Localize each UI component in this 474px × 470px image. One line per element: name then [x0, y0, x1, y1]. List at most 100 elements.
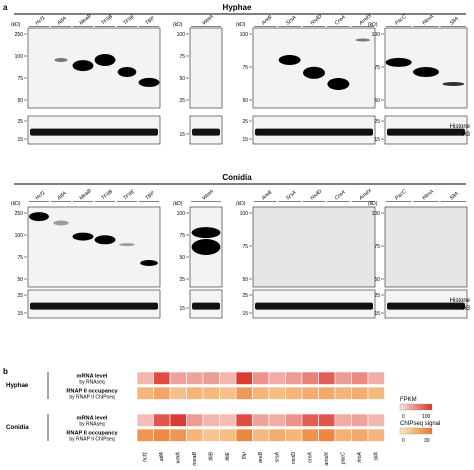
conidia-blot-4-histone-band	[387, 302, 465, 310]
conidia-mw-tick-label: 15	[374, 311, 380, 317]
hyphae-mw-tick-label: 75	[242, 65, 248, 71]
heatmap-cell	[318, 386, 336, 400]
heatmap-cell	[301, 371, 319, 385]
conidia-mw-tick-label: 50	[374, 277, 380, 283]
conidia-mw-tick-label: 25	[179, 277, 185, 283]
heatmap-group-label: Conidia	[6, 424, 29, 431]
heatmap-gene-label: amdX	[324, 451, 330, 465]
heatmap-cell	[235, 413, 253, 427]
hyphae-mw-tick-label: 75	[374, 65, 380, 71]
hyphae-blot-4-histone-band	[387, 128, 465, 136]
heatmap-cell	[367, 428, 385, 442]
hyphae-histone-label: Histone	[450, 124, 471, 130]
heatmap-cell	[318, 413, 336, 427]
heatmap-gene-label: nsdD	[291, 452, 297, 464]
heatmap-cell	[219, 386, 237, 400]
heatmap-gene-label: rlmA	[357, 451, 363, 462]
heatmap-cell	[334, 371, 352, 385]
heatmap-cell	[235, 386, 253, 400]
hyphae-mw-tick-label: 50	[242, 98, 248, 104]
hyphae-lane-label: MeaB	[78, 13, 93, 27]
conidia-lane-label: RlmA	[421, 188, 435, 201]
heatmap-gene-label: tfiiE	[225, 451, 231, 460]
hyphae-mw-tick-label: 50	[17, 98, 23, 104]
hyphae-mw-tick-label: 100	[372, 32, 381, 38]
heatmap-gene-label: wetA	[175, 451, 181, 463]
hyphae-lane-label: WetA	[201, 13, 215, 26]
hyphae-protein-band	[355, 38, 371, 42]
conidia-mw-tick-label: 25	[242, 293, 248, 299]
fpkm-legend: FPKM 0 100	[399, 397, 433, 420]
hyphae-lane-label: SltA	[449, 15, 461, 26]
heatmap-cell	[252, 428, 270, 442]
heatmap-cell	[169, 413, 187, 427]
hyphae-protein-band	[413, 67, 439, 77]
conidia-protein-band	[140, 260, 158, 266]
conidia-blot-1-membrane	[27, 206, 161, 288]
fpkm-legend-bar	[399, 403, 433, 411]
heatmap-cell	[219, 413, 237, 427]
heatmap-cell	[235, 371, 253, 385]
hyphae-lane-label: AtfA	[56, 15, 69, 27]
hyphae-lane-label: TFIIB	[100, 13, 114, 26]
hyphae-protein-band	[385, 57, 412, 67]
conidia-kd-label: (kD)	[173, 201, 183, 207]
fpkm-legend-min: 0	[402, 414, 405, 420]
conidia-mw-tick-label: 15	[17, 311, 23, 317]
conidia-protein-band	[191, 239, 221, 255]
hyphae-lane-label: SrsA	[285, 14, 298, 26]
heatmap-cell	[351, 386, 369, 400]
heatmap-cell	[202, 386, 220, 400]
conidia-blot-3-histone-band	[255, 302, 373, 310]
conidia-mw-tick-label: 50	[179, 255, 185, 261]
heatmap-gene-label: tfiiB	[208, 451, 214, 460]
hyphae-blot-2-membrane	[189, 27, 223, 109]
hyphae-kd-label: (kD)	[236, 22, 246, 28]
heatmap-cell	[235, 428, 253, 442]
heatmap-cell	[202, 371, 220, 385]
conidia-blot-3-membrane	[252, 206, 376, 288]
heatmap-cell	[136, 428, 154, 442]
hyphae-protein-band	[54, 58, 68, 62]
conidia-blot-2-histone-band	[192, 302, 220, 310]
hyphae-mw-tick-label: 25	[374, 119, 380, 125]
western-blots: Hcf1 AtfA MeaB TFIIB TFIIE TBP (kD) 250 100 75 50 2…	[11, 13, 471, 319]
hyphae-lane-label: RlmA	[421, 13, 435, 26]
conidia-lane-label: TBP	[144, 190, 156, 201]
conidia-mw-tick-label: 75	[242, 244, 248, 250]
heatmap-gene-label: pacC	[340, 452, 346, 465]
fpkm-legend-title: FPKM	[400, 397, 417, 403]
conidia-lane-label: SrsA	[285, 189, 298, 201]
conidia-kd-label: (kD)	[11, 201, 21, 207]
conidia-mw-tick-label: 75	[17, 255, 23, 261]
conidia-lane-label: PacC	[394, 189, 408, 202]
heatmap-cell	[219, 371, 237, 385]
hyphae-lane-label: Hcf1	[34, 15, 46, 27]
heatmap-cell	[334, 428, 352, 442]
conidia-mw-tick-label: 100	[15, 233, 24, 239]
panel-b-letter: b	[3, 367, 8, 376]
heatmap-row-label: RNAP II occupancy	[66, 431, 118, 437]
conidia-lane-label: TFIIB	[100, 188, 114, 201]
heatmap-row-sublabel: by RNAseq	[79, 380, 105, 386]
heatmap-cell	[219, 428, 237, 442]
hyphae-blot-1: Hcf1 AtfA MeaB TFIIB TFIIE TBP (kD) 250 100 75 50 2…	[11, 13, 161, 145]
heatmap-cell	[252, 386, 270, 400]
conidia-lane-label: NsdD	[309, 188, 323, 201]
hyphae-protein-band	[117, 67, 137, 77]
conidia-mw-tick-label: 25	[374, 293, 380, 299]
hyphae-mw-tick-label: 25	[242, 119, 248, 125]
panel-a-letter: a	[3, 3, 8, 12]
hyphae-mw-tick-label: 75	[17, 76, 23, 82]
hyphae-mw-tick-label: 15	[242, 137, 248, 143]
hyphae-kd-label: (kD)	[368, 22, 378, 28]
conidia-protein-band	[191, 227, 221, 239]
heatmap-cell	[169, 371, 187, 385]
heatmap-cell	[301, 428, 319, 442]
conidia-mw-tick-label: 75	[179, 233, 185, 239]
heatmap-cell	[186, 371, 204, 385]
hyphae-blot-4: PacC RlmA SltA (kD) 100 75 50 25 15	[368, 13, 468, 145]
conidia-lane-label: Hcf1	[34, 190, 46, 202]
heatmap-cell	[153, 428, 171, 442]
heatmap-cell	[136, 413, 154, 427]
